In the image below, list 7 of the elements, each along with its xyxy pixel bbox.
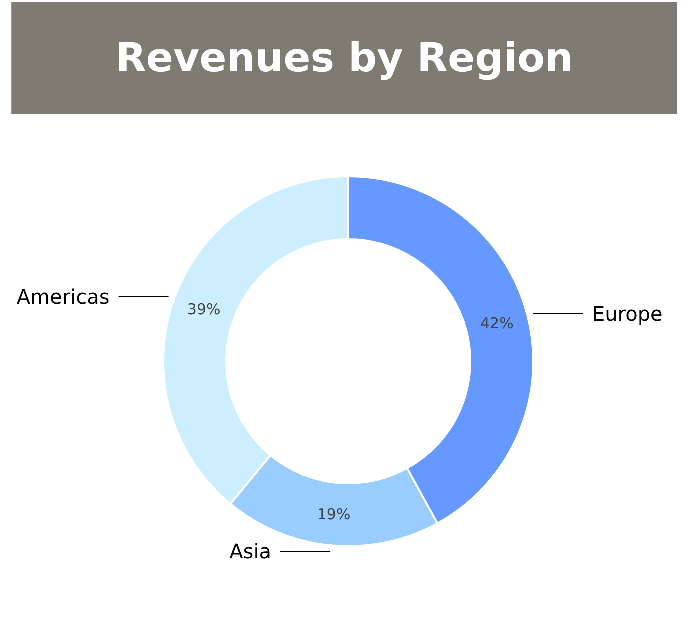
slice-label: Americas (16, 284, 110, 309)
chart-title: Revenues by Region (116, 36, 574, 82)
data-label: 39% (187, 300, 221, 319)
data-label: 19% (317, 505, 351, 524)
slice-label: Asia (230, 540, 272, 564)
data-label: 42% (480, 314, 514, 332)
slice-label: Europe (592, 302, 663, 326)
